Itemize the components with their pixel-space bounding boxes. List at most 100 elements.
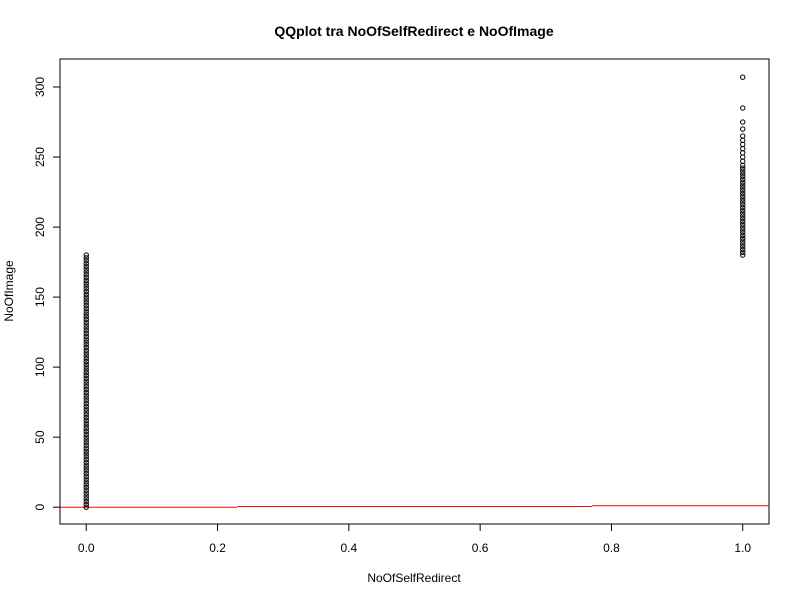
data-point xyxy=(83,484,89,491)
data-point xyxy=(83,414,89,421)
data-point xyxy=(83,440,89,446)
data-point xyxy=(83,260,89,267)
data-point xyxy=(740,126,746,132)
data-point xyxy=(83,288,89,295)
data-point xyxy=(83,300,89,306)
data-point xyxy=(83,347,89,354)
data-point xyxy=(740,119,746,125)
data-point xyxy=(83,493,89,499)
data-point xyxy=(740,187,746,194)
data-point xyxy=(83,400,89,407)
data-point xyxy=(740,210,746,216)
data-point xyxy=(83,389,89,396)
data-point xyxy=(83,434,89,440)
data-point xyxy=(740,190,746,197)
data-point xyxy=(740,179,746,185)
data-point xyxy=(83,370,89,376)
x-tick-label: 1.0 xyxy=(734,541,751,555)
data-point xyxy=(740,193,746,199)
data-point xyxy=(83,501,89,508)
data-point xyxy=(83,277,89,283)
chart-title: QQplot tra NoOfSelfRedirect e NoOfImage xyxy=(274,23,553,39)
data-point xyxy=(83,274,89,281)
data-point xyxy=(740,204,746,211)
data-point xyxy=(83,283,89,289)
data-point xyxy=(83,311,89,317)
data-point xyxy=(83,498,89,505)
data-point xyxy=(83,314,89,320)
data-point xyxy=(740,105,746,111)
data-point xyxy=(83,305,89,312)
data-point xyxy=(83,398,89,404)
data-point xyxy=(83,291,89,298)
data-point xyxy=(83,333,89,340)
data-point xyxy=(83,330,89,337)
data-point xyxy=(83,328,89,334)
data-point xyxy=(83,297,89,303)
data-point xyxy=(83,479,89,485)
data-point xyxy=(83,392,89,398)
y-tick-label: 0 xyxy=(33,504,47,511)
data-point xyxy=(83,504,89,510)
data-point xyxy=(83,344,89,351)
y-tick-label: 150 xyxy=(33,287,47,307)
data-point xyxy=(83,302,89,309)
data-point xyxy=(83,468,89,474)
data-point xyxy=(740,241,746,247)
data-point xyxy=(740,199,746,205)
reference-line xyxy=(60,505,769,508)
data-point xyxy=(83,266,89,272)
data-point xyxy=(740,182,746,188)
x-axis-label: NoOfSelfRedirect xyxy=(367,571,461,585)
data-point xyxy=(83,280,89,286)
data-point xyxy=(83,316,89,323)
plot-frame xyxy=(59,58,770,525)
data-point xyxy=(83,322,89,328)
data-point xyxy=(740,221,746,227)
data-point xyxy=(83,294,89,300)
data-point xyxy=(740,165,746,171)
data-point xyxy=(83,490,89,496)
data-point xyxy=(83,336,89,342)
data-point xyxy=(740,168,746,174)
data-point xyxy=(740,215,746,222)
data-point xyxy=(740,224,746,230)
data-point xyxy=(83,412,89,418)
data-point xyxy=(740,229,746,236)
data-point xyxy=(83,308,89,314)
data-point xyxy=(83,459,89,466)
data-point xyxy=(740,176,746,183)
data-point xyxy=(83,381,89,387)
data-point xyxy=(83,257,89,264)
y-tick-label: 200 xyxy=(33,217,47,237)
data-point xyxy=(740,173,746,180)
data-point xyxy=(83,454,89,460)
data-point xyxy=(83,356,89,362)
data-point xyxy=(83,255,89,261)
data-point xyxy=(83,285,89,292)
data-point xyxy=(740,185,746,191)
data-point xyxy=(83,445,89,452)
data-point xyxy=(740,171,746,177)
data-point xyxy=(83,319,89,326)
data-point xyxy=(83,470,89,477)
y-axis: 0 50 100 150 200 250 300 xyxy=(33,77,61,511)
data-point xyxy=(740,74,746,80)
data-point xyxy=(740,238,746,244)
data-point xyxy=(83,252,89,258)
data-point xyxy=(83,420,89,426)
x-tick-label: 0.2 xyxy=(209,541,226,555)
y-tick-label: 250 xyxy=(33,147,47,167)
data-point xyxy=(83,417,89,424)
data-point xyxy=(740,213,746,219)
data-point xyxy=(83,403,89,410)
x-tick-label: 0.6 xyxy=(472,541,489,555)
data-point xyxy=(83,271,89,278)
data-point xyxy=(740,246,746,253)
data-point xyxy=(83,384,89,390)
data-point xyxy=(83,395,89,401)
data-point xyxy=(83,442,89,449)
data-point xyxy=(740,235,746,241)
data-point xyxy=(83,406,89,412)
data-point xyxy=(83,361,89,368)
